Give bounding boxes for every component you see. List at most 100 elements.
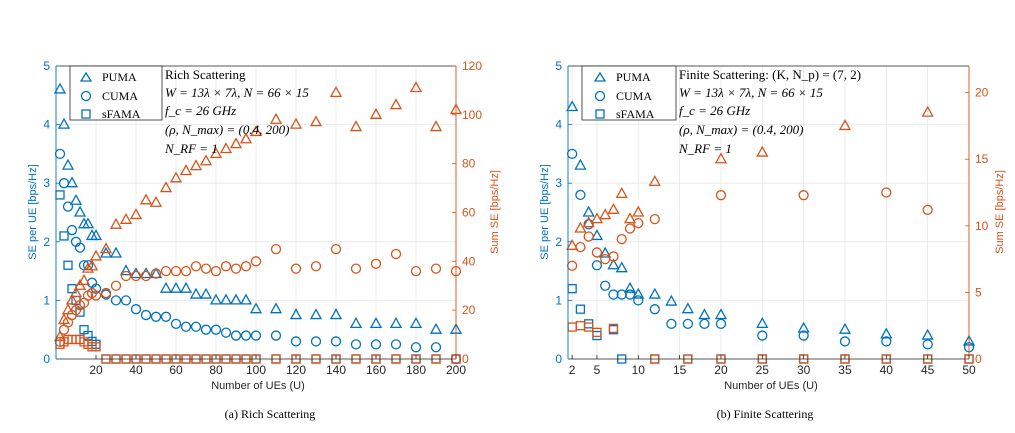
x-tick-label: 180 — [406, 363, 426, 377]
marker-puma-right — [409, 81, 423, 93]
marker-puma-left — [369, 317, 383, 328]
marker-puma-right — [129, 208, 143, 220]
legend: PUMA CUMA sFAMA — [69, 65, 163, 121]
marker-cuma-left — [682, 318, 694, 329]
marker-sfama-right — [592, 327, 602, 338]
marker-cuma-right — [130, 270, 142, 282]
marker-puma-right — [179, 164, 193, 176]
annotation: Rich Scattering W = 13λ × 7λ, N = 66 × 1… — [164, 67, 309, 156]
marker-cuma-left — [62, 201, 74, 212]
marker-cuma-right — [798, 190, 809, 201]
marker-sfama-right — [91, 342, 101, 352]
marker-puma-right — [209, 147, 223, 159]
marker-cuma-right — [270, 243, 282, 255]
y-axis-label-right: Sum SE [bps/Hz] — [489, 170, 501, 254]
marker-cuma-right — [591, 247, 603, 258]
marker-cuma-right — [90, 290, 102, 301]
y-tick-label-right: 5 — [975, 285, 982, 299]
marker-puma-right — [219, 142, 233, 154]
annotation-line-3: f_c = 26 GHz — [165, 103, 236, 118]
x-tick-label: 20 — [89, 363, 103, 377]
marker-puma-left — [838, 322, 852, 334]
marker-puma-right — [139, 193, 153, 205]
marker-cuma-left — [881, 336, 892, 347]
marker-puma-left — [623, 281, 637, 293]
marker-cuma-left — [350, 339, 362, 350]
x-tick-label: 50 — [962, 363, 976, 377]
marker-cuma-right — [624, 223, 636, 234]
marker-cuma-right — [922, 204, 933, 215]
x-tick-label: 20 — [714, 363, 728, 377]
marker-cuma-left — [160, 311, 172, 322]
marker-puma-left — [219, 293, 233, 305]
marker-cuma-right — [170, 265, 182, 277]
marker-puma-right — [329, 86, 343, 98]
marker-puma-right — [369, 107, 383, 119]
marker-cuma-left — [798, 330, 809, 341]
y-tick-label-left: 4 — [43, 118, 50, 132]
marker-puma-left — [57, 117, 71, 129]
x-tick-label: 120 — [286, 363, 306, 377]
marker-cuma-left — [110, 295, 122, 306]
legend-label-puma: PUMA — [616, 70, 651, 84]
marker-puma-right — [81, 261, 95, 273]
marker-sfama-left — [63, 260, 73, 270]
y-axis-label-left: SE per UE [bps/Hz] — [539, 164, 551, 259]
x-axis-label: Number of UEs (U) — [724, 380, 818, 392]
marker-puma-left — [69, 193, 83, 205]
marker-puma-right — [756, 145, 769, 157]
marker-cuma-left — [130, 304, 142, 315]
x-tick-label: 15 — [673, 363, 687, 377]
marker-cuma-right — [190, 261, 202, 272]
marker-puma-right — [65, 293, 79, 305]
marker-cuma-right — [390, 248, 402, 260]
marker-cuma-left — [290, 336, 302, 347]
marker-cuma-left — [600, 280, 611, 291]
marker-sfama-right — [584, 322, 594, 332]
marker-cuma-right — [575, 241, 586, 253]
legend-marker-cuma — [80, 90, 92, 102]
marker-puma-right — [349, 120, 363, 132]
y-tick-label-left: 3 — [555, 176, 562, 190]
marker-cuma-left — [200, 324, 212, 335]
x-tick-label: 140 — [326, 363, 346, 377]
caption: (a) Rich Scattering — [225, 407, 316, 421]
marker-puma-left — [921, 328, 934, 340]
x-tick-label: 60 — [169, 363, 183, 377]
legend-label-sfama: sFAMA — [616, 107, 655, 121]
marker-cuma-right — [310, 261, 322, 272]
marker-cuma-left — [575, 189, 586, 201]
marker-puma-left — [880, 327, 893, 339]
marker-puma-right — [149, 195, 163, 207]
tick-labels: 20 40 60 80 100 120 140 160 180 20001234502040608… — [43, 59, 482, 377]
marker-cuma-left — [922, 339, 933, 350]
legend-label-puma: PUMA — [102, 70, 137, 84]
marker-cuma-left — [624, 289, 636, 300]
marker-cuma-right — [240, 261, 252, 272]
marker-puma-left — [189, 287, 203, 299]
marker-cuma-right — [110, 280, 122, 291]
legend-box — [581, 65, 677, 121]
marker-puma-right — [289, 117, 303, 129]
marker-cuma-right — [120, 270, 132, 282]
marker-puma-left — [209, 293, 223, 305]
marker-cuma-left — [180, 321, 192, 332]
marker-puma-left — [607, 258, 620, 270]
marker-cuma-right — [230, 263, 242, 274]
legend-marker-sfama — [81, 109, 91, 119]
y-tick-label-right: 80 — [462, 157, 476, 171]
marker-cuma-left — [839, 336, 851, 347]
marker-cuma-left — [370, 339, 382, 350]
y-tick-label-right: 15 — [975, 152, 989, 166]
marker-puma-left — [129, 267, 143, 279]
marker-puma-left — [53, 82, 67, 94]
marker-puma-left — [89, 229, 103, 241]
marker-puma-right — [189, 159, 203, 171]
marker-puma-left — [199, 287, 213, 299]
marker-puma-left — [698, 308, 711, 320]
y-tick-label-right: 60 — [462, 206, 476, 220]
marker-puma-left — [269, 302, 283, 314]
marker-puma-right — [159, 181, 173, 193]
